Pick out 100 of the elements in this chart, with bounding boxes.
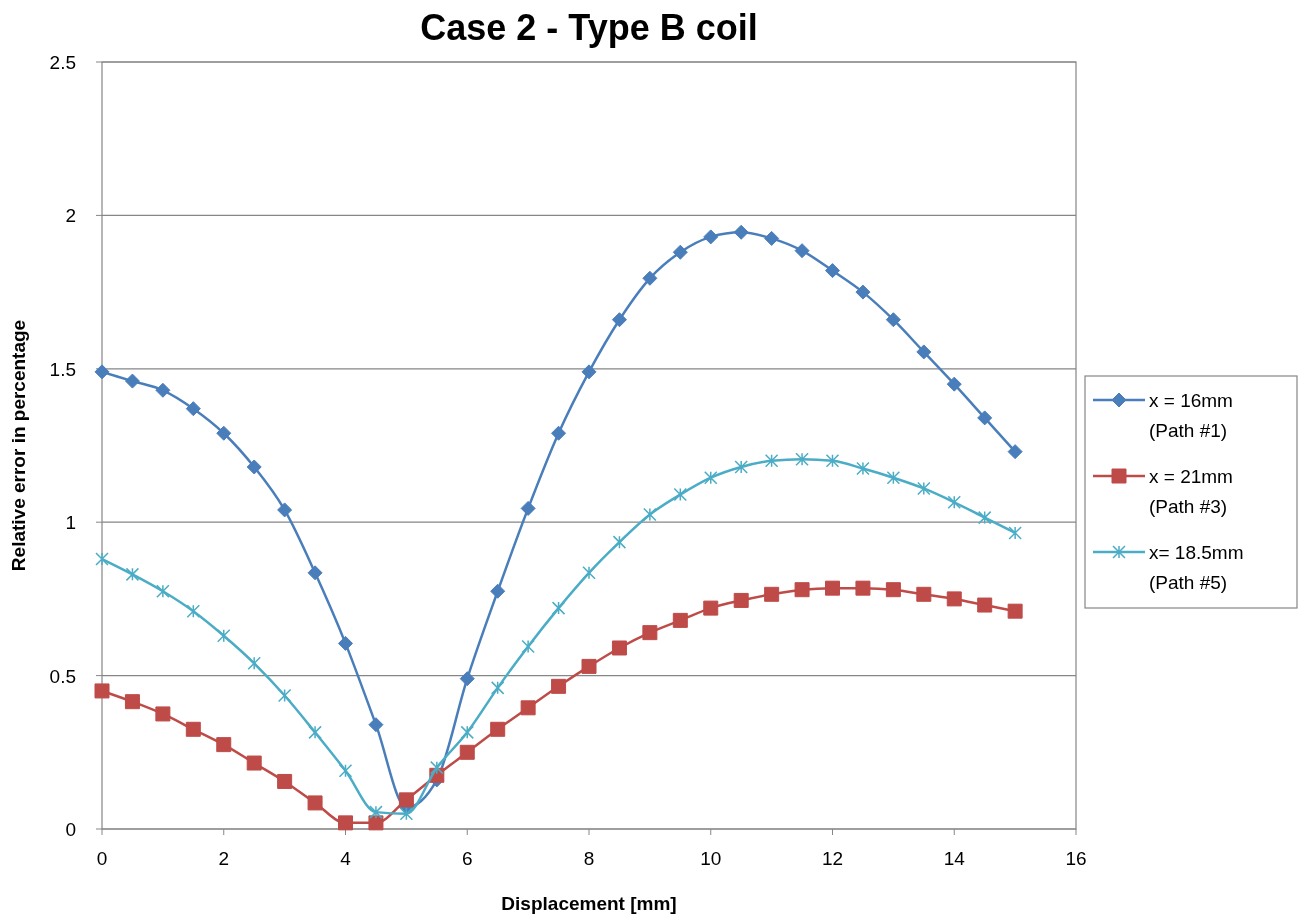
y-axis-title: Relative error in percentage xyxy=(8,319,29,572)
point xyxy=(185,721,201,737)
point xyxy=(825,454,840,468)
point xyxy=(155,382,171,398)
legend-label: x = 21mm (Path #3) xyxy=(1149,466,1233,517)
x-tick-label: 2 xyxy=(218,848,230,869)
x-tick-label: 14 xyxy=(943,848,966,869)
point xyxy=(430,760,444,775)
y-tick-label: 2 xyxy=(65,205,76,227)
point xyxy=(520,700,536,716)
point xyxy=(1008,526,1022,540)
point xyxy=(368,717,384,733)
point xyxy=(977,510,992,525)
y-tick-label: 2.5 xyxy=(49,52,76,73)
point xyxy=(490,583,506,599)
point xyxy=(643,507,657,522)
point xyxy=(1007,444,1023,460)
point xyxy=(94,683,110,699)
point xyxy=(795,452,809,467)
point xyxy=(1007,603,1023,619)
point xyxy=(733,592,749,608)
point xyxy=(459,671,475,687)
point xyxy=(551,601,566,615)
y-tick-label: 0.5 xyxy=(49,665,76,687)
point xyxy=(308,725,322,740)
point xyxy=(490,681,505,695)
point xyxy=(673,487,688,502)
y-tick-label: 0 xyxy=(65,819,76,840)
point xyxy=(885,312,901,328)
point xyxy=(825,580,840,596)
point xyxy=(246,755,262,771)
point xyxy=(277,773,293,789)
point xyxy=(886,470,901,485)
y-tick-label: 1 xyxy=(65,512,76,534)
point xyxy=(794,243,810,259)
point xyxy=(368,815,384,831)
legend-label: x= 18.5mm (Path #5) xyxy=(1149,542,1244,593)
point xyxy=(520,500,536,516)
point xyxy=(946,376,962,392)
point xyxy=(856,461,870,476)
x-tick-label: 4 xyxy=(340,848,352,869)
point xyxy=(459,744,475,760)
point xyxy=(307,565,323,581)
point xyxy=(916,586,932,602)
point xyxy=(672,244,688,260)
point xyxy=(612,535,627,549)
chart-title: Case 2 - Type B coil xyxy=(420,7,758,48)
point xyxy=(977,410,993,426)
point xyxy=(977,597,993,613)
point xyxy=(125,567,140,582)
point xyxy=(216,737,232,753)
point xyxy=(916,344,932,360)
x-tick-label: 12 xyxy=(821,848,844,869)
point xyxy=(855,580,871,596)
x-axis-title: Displacement [mm] xyxy=(501,893,677,914)
x-tick-label: 0 xyxy=(96,848,108,869)
point xyxy=(764,454,779,468)
x-tick-label: 16 xyxy=(1065,848,1087,869)
point xyxy=(581,658,597,674)
point xyxy=(672,612,688,628)
point xyxy=(124,694,140,710)
point xyxy=(703,229,719,245)
point xyxy=(764,586,780,602)
point xyxy=(217,628,231,643)
point xyxy=(216,425,232,441)
x-tick-label: 8 xyxy=(583,848,595,869)
point xyxy=(338,763,353,778)
point xyxy=(277,688,292,703)
point xyxy=(369,805,383,819)
point xyxy=(460,725,474,740)
point xyxy=(156,584,170,598)
point xyxy=(247,656,261,671)
point xyxy=(764,230,780,246)
point xyxy=(277,502,293,518)
x-tick-label: 6 xyxy=(461,848,473,869)
point xyxy=(307,795,323,811)
point xyxy=(855,284,871,300)
point xyxy=(94,364,110,380)
point xyxy=(551,678,567,694)
point xyxy=(551,425,567,441)
point xyxy=(642,625,658,641)
point xyxy=(794,582,810,598)
point xyxy=(399,806,414,821)
point xyxy=(185,401,201,417)
point xyxy=(946,591,962,607)
x-tick-label: 10 xyxy=(700,848,722,869)
point xyxy=(398,792,414,808)
point xyxy=(155,706,171,722)
point xyxy=(521,639,535,654)
point xyxy=(947,495,961,510)
y-tick-label: 1.5 xyxy=(49,358,76,380)
point xyxy=(95,552,109,566)
point xyxy=(642,270,658,286)
point xyxy=(246,459,262,475)
point xyxy=(490,721,506,737)
point xyxy=(885,582,901,598)
point xyxy=(825,263,840,279)
point xyxy=(733,224,749,240)
point xyxy=(124,373,140,389)
point xyxy=(582,566,596,580)
